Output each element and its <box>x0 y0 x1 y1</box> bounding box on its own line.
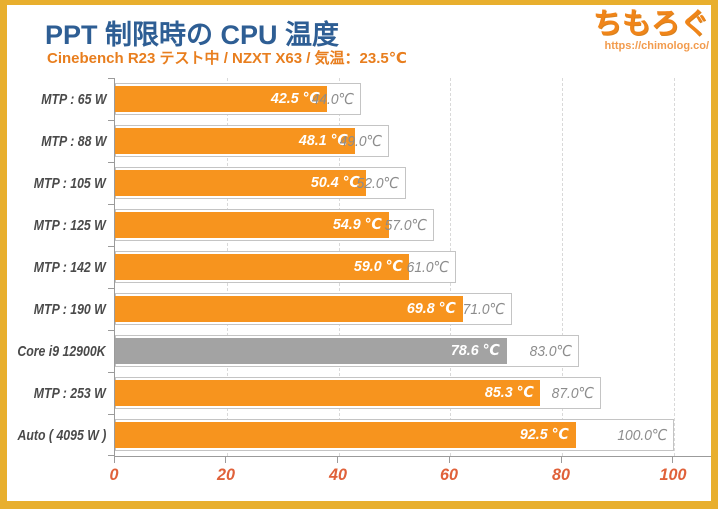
value-bar: 78.6 ℃ <box>115 338 507 364</box>
y-axis-tick <box>108 204 115 205</box>
x-axis-tick <box>225 457 227 463</box>
y-axis-tick <box>108 330 115 331</box>
category-axis: MTP : 65 W MTP : 88 W MTP : 105 W MTP : 125… <box>7 78 106 456</box>
bar-row: 52.0℃ 50.4 ℃ <box>115 162 711 204</box>
bar-row: 44.0℃ 42.5 ℃ <box>115 78 711 120</box>
category-label: Auto ( 4095 W ) <box>7 414 106 456</box>
value-bar: 48.1 ℃ <box>115 128 355 154</box>
chart-title: PPT 制限時の CPU 温度 <box>45 20 340 50</box>
x-tick-label: 80 <box>552 465 571 484</box>
value-bar: 54.9 ℃ <box>115 212 389 238</box>
peak-value-label: 57.0℃ <box>384 217 427 234</box>
x-axis-tick <box>560 457 562 463</box>
value-bar: 42.5 ℃ <box>115 86 327 112</box>
bar-row: 83.0℃ 78.6 ℃ <box>115 330 711 372</box>
category-label-text: Core i9 12900K <box>17 342 106 360</box>
peak-value-label: 83.0℃ <box>529 343 572 360</box>
category-label: MTP : 88 W <box>7 120 106 162</box>
x-tick-label: 100 <box>659 465 687 484</box>
x-axis-tick <box>337 457 339 463</box>
peak-value-label: 44.0℃ <box>311 91 354 108</box>
y-axis-tick <box>108 162 115 163</box>
bar-value-label: 85.3 ℃ <box>484 384 534 401</box>
value-bar: 50.4 ℃ <box>115 170 367 196</box>
x-tick-label: 20 <box>216 465 235 484</box>
category-label: MTP : 142 W <box>7 246 106 288</box>
site-logo-url: https://chimolog.co/ <box>604 40 710 52</box>
plot-area: 44.0℃ 42.5 ℃ 49.0℃ 48.1 ℃ 52.0℃ 50.4 ℃ 57.0℃ 54… <box>108 78 711 457</box>
y-axis-tick <box>108 120 115 121</box>
category-label-text: MTP : 125 W <box>34 216 106 234</box>
x-axis-tick <box>448 457 450 463</box>
value-bar: 85.3 ℃ <box>115 380 541 406</box>
bar-row: 87.0℃ 85.3 ℃ <box>115 372 711 414</box>
bar-row: 71.0℃ 69.8 ℃ <box>115 288 711 330</box>
bar-row: 61.0℃ 59.0 ℃ <box>115 246 711 288</box>
bar-value-label: 42.5 ℃ <box>271 90 321 107</box>
gridline <box>562 78 564 456</box>
category-label: MTP : 105 W <box>7 162 106 204</box>
bar-value-label: 54.9 ℃ <box>332 216 382 233</box>
bar-value-label: 92.5 ℃ <box>520 426 570 443</box>
value-bar: 59.0 ℃ <box>115 254 410 280</box>
category-label: MTP : 125 W <box>7 204 106 246</box>
site-logo: ちもろぐ https://chimolog.co/ <box>593 9 709 52</box>
bar-row: 57.0℃ 54.9 ℃ <box>115 204 711 246</box>
x-tick-label: 40 <box>328 465 347 484</box>
bar-value-label: 59.0 ℃ <box>353 258 403 275</box>
category-label: MTP : 190 W <box>7 288 106 330</box>
y-axis-tick <box>108 414 115 415</box>
bar-value-label: 78.6 ℃ <box>451 342 501 359</box>
x-tick-label: 60 <box>440 465 459 484</box>
peak-value-label: 61.0℃ <box>406 259 449 276</box>
category-label-text: MTP : 105 W <box>34 174 106 192</box>
x-axis-edge-tick <box>712 457 713 463</box>
y-axis-tick <box>108 455 115 456</box>
category-label-text: MTP : 65 W <box>40 90 106 108</box>
peak-value-label: 49.0℃ <box>339 133 382 150</box>
y-axis-tick <box>108 78 115 79</box>
bar-value-label: 50.4 ℃ <box>310 174 360 191</box>
bar-row: 49.0℃ 48.1 ℃ <box>115 120 711 162</box>
y-axis-tick <box>108 372 115 373</box>
category-label-text: MTP : 253 W <box>34 384 106 402</box>
site-logo-text: ちもろぐ <box>592 8 709 40</box>
peak-value-label: 100.0℃ <box>616 427 667 444</box>
value-bar: 69.8 ℃ <box>115 296 463 322</box>
peak-value-label: 71.0℃ <box>462 301 505 318</box>
category-label-text: MTP : 142 W <box>34 258 106 276</box>
x-tick-label: 0 <box>109 465 119 484</box>
category-label: Core i9 12900K <box>7 330 106 372</box>
category-label: MTP : 65 W <box>7 78 106 120</box>
gridline <box>673 78 675 456</box>
bar-value-label: 69.8 ℃ <box>407 300 457 317</box>
value-bar: 92.5 ℃ <box>115 422 576 448</box>
peak-value-label: 87.0℃ <box>551 385 595 402</box>
chart-subtitle: Cinebench R23 テスト中 / NZXT X63 / 気温：23.5℃ <box>47 50 407 67</box>
category-label-text: MTP : 190 W <box>34 300 106 318</box>
peak-value-label: 52.0℃ <box>356 175 399 192</box>
y-axis-tick <box>108 246 115 247</box>
x-axis-tick <box>672 457 674 463</box>
bar-rows: 44.0℃ 42.5 ℃ 49.0℃ 48.1 ℃ 52.0℃ 50.4 ℃ 57.0℃ 54… <box>115 78 711 456</box>
category-label-text: Auto ( 4095 W ) <box>17 426 106 444</box>
y-axis-tick <box>108 288 115 289</box>
category-label: MTP : 253 W <box>7 372 106 414</box>
x-axis: 0 20 40 60 80 100 <box>110 457 713 497</box>
bar-row: 100.0℃ 92.5 ℃ <box>115 414 711 456</box>
category-label-text: MTP : 88 W <box>40 132 106 150</box>
x-axis-tick <box>113 457 115 463</box>
bar-value-label: 48.1 ℃ <box>299 132 349 149</box>
